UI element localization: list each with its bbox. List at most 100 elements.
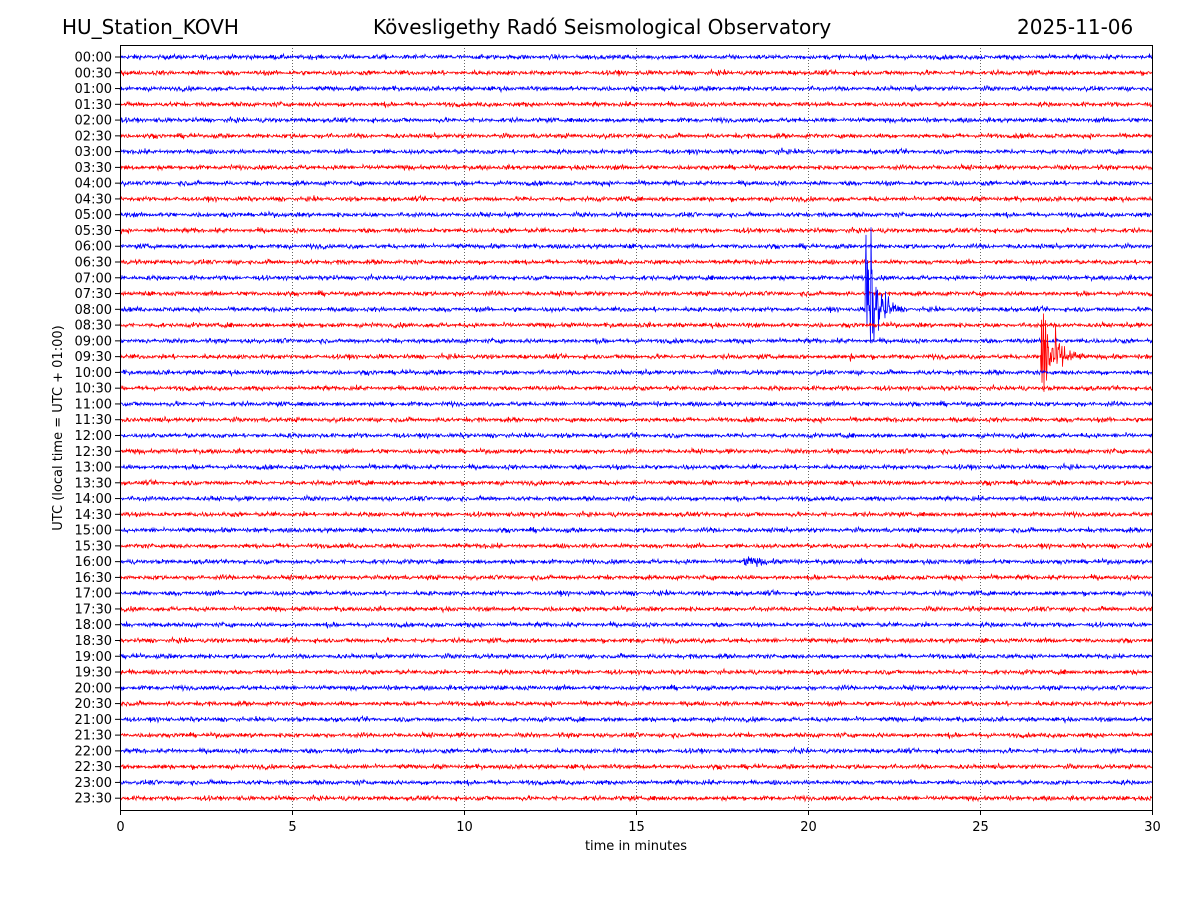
y-tick-label: 20:30 <box>75 697 112 712</box>
trace-2230 <box>119 762 1153 772</box>
y-tick-label: 05:00 <box>75 208 112 223</box>
trace-1000 <box>119 368 1153 378</box>
y-tick-label: 19:00 <box>75 650 112 665</box>
y-tick-label: 10:00 <box>75 366 112 381</box>
trace-0100 <box>119 84 1153 94</box>
x-tick-label: 30 <box>1144 820 1161 835</box>
y-tick-label: 03:30 <box>75 161 112 176</box>
seismic-traces <box>119 52 1153 803</box>
trace-0900 <box>119 336 1153 346</box>
trace-0600 <box>119 241 1153 251</box>
plot-frame <box>120 45 1153 811</box>
x-tick-label: 25 <box>972 820 989 835</box>
trace-1330 <box>119 478 1153 488</box>
y-tick-label: 14:30 <box>75 508 112 523</box>
grid-lines <box>292 45 981 810</box>
y-tick-label: 12:30 <box>75 445 112 460</box>
y-tick-label: 16:00 <box>75 555 112 570</box>
y-tick-label: 01:00 <box>75 82 112 97</box>
y-tick-label: 02:00 <box>75 114 112 129</box>
y-tick-label: 21:00 <box>75 713 112 728</box>
y-tick-label: 04:00 <box>75 177 112 192</box>
y-tick-label: 23:30 <box>75 792 112 807</box>
trace-1130 <box>119 415 1153 425</box>
y-tick-label: 05:30 <box>75 224 112 239</box>
trace-2200 <box>119 746 1153 755</box>
x-axis-ticks: 0 5 10 15 20 25 30 <box>116 810 1161 835</box>
trace-2100 <box>119 714 1152 724</box>
x-tick-label: 5 <box>288 820 296 835</box>
y-tick-label: 23:00 <box>75 776 112 791</box>
trace-1100 <box>119 399 1153 409</box>
y-tick-label: 15:00 <box>75 524 112 539</box>
y-tick-label: 09:00 <box>75 334 112 349</box>
trace-0500 <box>119 210 1153 219</box>
y-tick-label: 15:30 <box>75 539 112 554</box>
y-tick-label: 18:30 <box>75 634 112 649</box>
trace-1800 <box>119 620 1153 630</box>
y-tick-label: 19:30 <box>75 666 112 681</box>
trace-2030 <box>119 699 1153 709</box>
trace-0300 <box>119 147 1153 157</box>
y-tick-label: 11:00 <box>75 397 112 412</box>
trace-1430 <box>119 510 1153 519</box>
trace-0030 <box>119 68 1153 77</box>
y-tick-label: 14:00 <box>75 492 112 507</box>
trace-1630 <box>119 572 1153 582</box>
x-tick-label: 10 <box>456 820 473 835</box>
trace-1400 <box>119 494 1153 503</box>
x-axis-label: time in minutes <box>585 839 687 854</box>
y-tick-label: 11:30 <box>75 413 112 428</box>
y-tick-label: 18:00 <box>75 618 112 633</box>
y-tick-label: 13:30 <box>75 476 112 491</box>
y-tick-label: 02:30 <box>75 129 112 144</box>
trace-0200 <box>119 116 1153 125</box>
trace-0830 <box>119 320 1153 330</box>
y-tick-label: 06:30 <box>75 256 112 271</box>
y-axis-label: UTC (local time = UTC + 01:00) <box>51 325 66 530</box>
trace-0630 <box>119 258 1153 267</box>
y-tick-label: 07:30 <box>75 287 112 302</box>
trace-0000 <box>119 52 1153 62</box>
chart-title: Kövesligethy Radó Seismological Observat… <box>373 15 832 39</box>
y-tick-label: 22:30 <box>75 760 112 775</box>
trace-1600 <box>119 556 1153 568</box>
trace-2300 <box>119 778 1153 787</box>
trace-1930 <box>119 667 1153 676</box>
y-tick-label: 22:00 <box>75 744 112 759</box>
station-name: HU_Station_KOVH <box>62 15 239 39</box>
y-tick-label: 09:30 <box>75 350 112 365</box>
y-tick-label: 01:30 <box>75 98 112 113</box>
y-tick-label: 04:30 <box>75 192 112 207</box>
trace-1300 <box>119 462 1152 472</box>
trace-2000 <box>119 683 1153 693</box>
trace-1730 <box>119 604 1153 614</box>
trace-0130 <box>119 100 1153 109</box>
trace-0930 <box>119 313 1153 392</box>
trace-0330 <box>119 163 1153 172</box>
trace-0430 <box>119 194 1153 204</box>
trace-0730 <box>119 289 1153 298</box>
trace-1500 <box>119 525 1153 535</box>
y-tick-label: 00:00 <box>75 51 112 66</box>
trace-2130 <box>119 730 1153 740</box>
trace-1030 <box>119 383 1153 393</box>
y-axis-ticks: 00:0000:3001:0001:3002:0002:3003:0003:30… <box>75 51 120 807</box>
trace-1200 <box>119 431 1153 440</box>
trace-1230 <box>119 446 1153 456</box>
trace-1830 <box>119 635 1153 645</box>
trace-0400 <box>119 178 1153 188</box>
y-tick-label: 17:30 <box>75 602 112 617</box>
y-tick-label: 08:30 <box>75 319 112 334</box>
x-tick-label: 0 <box>116 820 124 835</box>
y-tick-label: 17:00 <box>75 587 112 602</box>
y-tick-label: 20:00 <box>75 681 112 696</box>
trace-2330 <box>119 794 1153 803</box>
x-tick-label: 15 <box>628 820 645 835</box>
trace-0530 <box>119 226 1153 235</box>
y-tick-label: 08:00 <box>75 303 112 318</box>
y-tick-label: 16:30 <box>75 571 112 586</box>
trace-0800 <box>119 227 1153 344</box>
x-tick-label: 20 <box>800 820 817 835</box>
